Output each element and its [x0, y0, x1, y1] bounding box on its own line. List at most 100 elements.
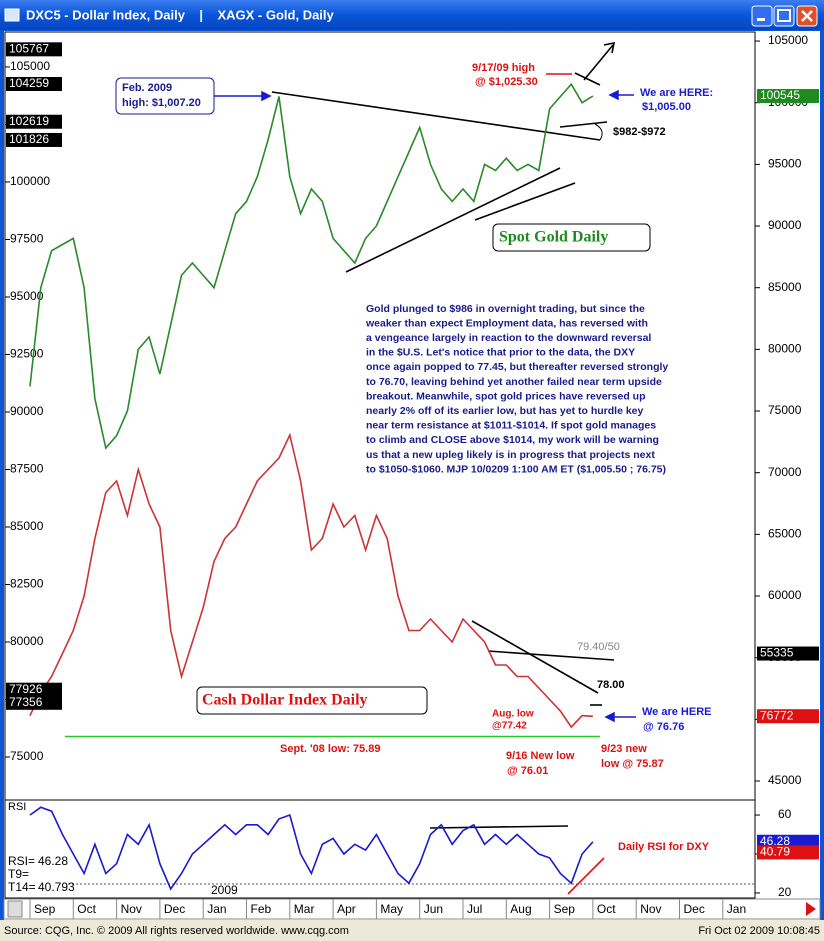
- annotation: 9/16 New low: [506, 750, 575, 762]
- y2-tick-label: 90000: [768, 218, 802, 232]
- commentary-line: Gold plunged to $986 in overnight tradin…: [366, 303, 645, 315]
- y-tick-label: 100000: [10, 174, 50, 188]
- y-tick-label: 105000: [10, 59, 50, 73]
- annotation: We are HERE:: [640, 87, 713, 99]
- y2-tick-label: 70000: [768, 465, 802, 479]
- price-marker: 77926: [9, 682, 43, 696]
- commentary-line: near term resistance at $1011-$1014. If …: [366, 420, 656, 432]
- annotation: high: $1,007.20: [122, 97, 201, 109]
- annotation: 9/17/09 high: [472, 62, 535, 74]
- minimize-button[interactable]: [751, 5, 773, 27]
- x-tick-label: Jan: [207, 902, 226, 916]
- annotation: 9/23 new: [601, 743, 647, 755]
- series-line: [29, 432, 593, 729]
- trendlines: [271, 41, 616, 829]
- x-tick-label: Jul: [467, 902, 482, 916]
- annotation: Spot Gold Daily: [499, 229, 608, 246]
- price-marker: 105767: [9, 42, 49, 56]
- x-tick-label: Sep: [34, 902, 56, 916]
- time-axis: [3, 898, 821, 920]
- price-marker: 40.79: [760, 845, 790, 859]
- annotation: Cash Dollar Index Daily: [202, 692, 368, 709]
- y2-tick-label: 85000: [768, 280, 802, 294]
- y-tick-label: 92500: [10, 347, 44, 361]
- annotation: We are HERE: [642, 706, 712, 718]
- y2-tick-label: 65000: [768, 527, 802, 541]
- rsi-readout: T14=: [8, 880, 36, 894]
- y2-tick-label: 105000: [768, 33, 808, 47]
- y2-tick-label: 75000: [768, 403, 802, 417]
- y-tick-label: 82500: [10, 577, 44, 591]
- y-tick-label: 75000: [10, 749, 44, 763]
- y2-tick-label: 45000: [768, 773, 802, 787]
- range-bracket: [594, 123, 603, 141]
- x-tick-label: Mar: [294, 902, 315, 916]
- x-tick-label: Jun: [424, 902, 443, 916]
- annotation: Aug. low: [492, 709, 534, 720]
- rsi-panel: [4, 799, 756, 899]
- x-tick-label: Nov: [640, 902, 661, 916]
- y2-tick-label: 60000: [768, 588, 802, 602]
- annotation: @ 76.76: [643, 721, 684, 733]
- price-marker: 76772: [760, 708, 794, 722]
- rsi-line: [29, 806, 594, 891]
- maximize-button[interactable]: [773, 5, 795, 27]
- annotation: Sept. '08 low: 75.89: [280, 743, 380, 755]
- price-marker-box: [6, 695, 62, 710]
- window-title: DXC5 - Dollar Index, Daily | XAGX - Gold…: [26, 7, 335, 22]
- x-tick-label: Dec: [164, 902, 185, 916]
- price-marker: 46.28: [760, 834, 790, 848]
- gold-title-box: [492, 223, 651, 252]
- x-tick-label: Jan: [727, 902, 746, 916]
- status-bar: [0, 920, 824, 941]
- commentary-line: once again popped to 77.45, but thereaft…: [366, 361, 668, 373]
- y2-tick-label: 80000: [768, 342, 802, 356]
- price-marker-box: [6, 42, 62, 57]
- series-line: [29, 82, 594, 450]
- price-marker: 100545: [760, 88, 800, 102]
- price-marker-box: [757, 834, 819, 849]
- rsi-readout: T9=: [8, 867, 29, 881]
- price-marker-box: [757, 709, 819, 724]
- price-marker: 101826: [9, 132, 49, 146]
- rsi-tick-label: 20: [778, 885, 792, 899]
- y-tick-label: 97500: [10, 232, 44, 246]
- title-bar: [0, 0, 824, 30]
- rsi-tick-label: 60: [778, 807, 792, 821]
- x-tick-label: Oct: [597, 902, 616, 916]
- price-marker-box: [757, 88, 819, 103]
- year-label: 2009: [211, 883, 238, 897]
- price-marker-box: [757, 845, 819, 860]
- footer-right: Fri Oct 02 2009 10:08:45: [698, 925, 820, 937]
- rsi-label: RSI: [8, 801, 26, 813]
- y-tick-label: 95000: [10, 289, 44, 303]
- dx-title-box: [196, 686, 428, 715]
- annotation: @77.42: [492, 721, 527, 732]
- rsi-readout: 40.793: [38, 880, 75, 894]
- close-button[interactable]: [796, 5, 818, 27]
- scroll-arrow[interactable]: [806, 902, 816, 916]
- annotation: 79.40/50: [577, 641, 620, 653]
- footer-left: Source: CQG, Inc. © 2009 All rights rese…: [4, 925, 349, 937]
- feb-high-box: [115, 77, 215, 115]
- price-marker-box: [6, 132, 62, 147]
- commentary-line: breakout. Meanwhile, spot gold prices ha…: [366, 390, 646, 402]
- commentary-line: weaker than expect Employment data, has …: [365, 317, 648, 329]
- price-marker: 102619: [9, 114, 49, 128]
- x-tick-label: Aug: [510, 902, 531, 916]
- rsi-trendline: [567, 857, 605, 895]
- scroll-button[interactable]: [7, 900, 23, 918]
- y-tick-label: 80000: [10, 634, 44, 648]
- annotation: $1,005.00: [642, 101, 691, 113]
- price-marker-box: [6, 114, 62, 129]
- price-marker-box: [757, 646, 819, 661]
- x-tick-label: Oct: [77, 902, 96, 916]
- y-tick-label: 90000: [10, 404, 44, 418]
- commentary-line: to climb and CLOSE above $1014, my work …: [366, 434, 659, 446]
- commentary-line: a vengeance largely in reaction to the d…: [366, 332, 651, 344]
- arrows: [214, 89, 636, 723]
- rsi-readout: RSI=: [8, 854, 35, 868]
- commentary-line: to $1050-$1060. MJP 10/0209 1:100 AM ET …: [366, 463, 666, 475]
- y2-tick-label: 95000: [768, 157, 802, 171]
